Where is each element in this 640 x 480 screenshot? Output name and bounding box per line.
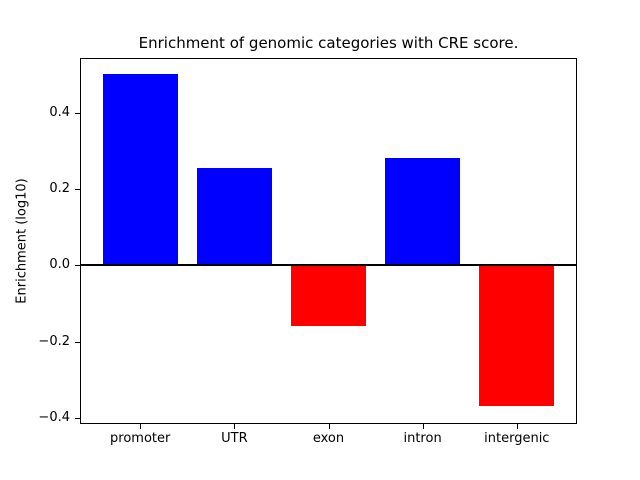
bar-UTR — [196, 167, 272, 266]
x-tick-label-UTR: UTR — [221, 431, 248, 446]
y-tick-label: 0.4 — [49, 104, 70, 120]
bar-exon — [290, 265, 367, 327]
x-tick-label-intergenic: intergenic — [484, 431, 550, 446]
y-tick-label: 0.0 — [49, 257, 70, 273]
x-tick-mark — [422, 424, 424, 429]
y-tick-mark — [75, 188, 80, 190]
y-tick-label: −0.2 — [38, 333, 70, 349]
y-tick-mark — [75, 341, 80, 343]
x-tick-label-exon: exon — [312, 431, 345, 446]
x-tick-label-intron: intron — [403, 431, 442, 446]
bar-promoter — [102, 74, 178, 266]
x-tick-label-promoter: promoter — [110, 431, 171, 446]
x-tick-mark — [140, 424, 142, 429]
x-tick-mark — [234, 424, 236, 429]
zero-line — [80, 264, 577, 267]
y-tick-label: −0.4 — [38, 409, 70, 425]
x-tick-mark — [328, 424, 330, 429]
y-tick-mark — [75, 265, 80, 267]
x-tick-mark — [516, 424, 518, 429]
y-tick-mark — [75, 112, 80, 114]
y-axis-label: Enrichment (log10) — [14, 178, 30, 304]
bar-intron — [385, 158, 461, 266]
y-tick-mark — [75, 417, 80, 419]
bar-intergenic — [479, 265, 555, 407]
chart-title: Enrichment of genomic categories with CR… — [138, 34, 519, 52]
y-tick-label: 0.2 — [49, 180, 70, 196]
